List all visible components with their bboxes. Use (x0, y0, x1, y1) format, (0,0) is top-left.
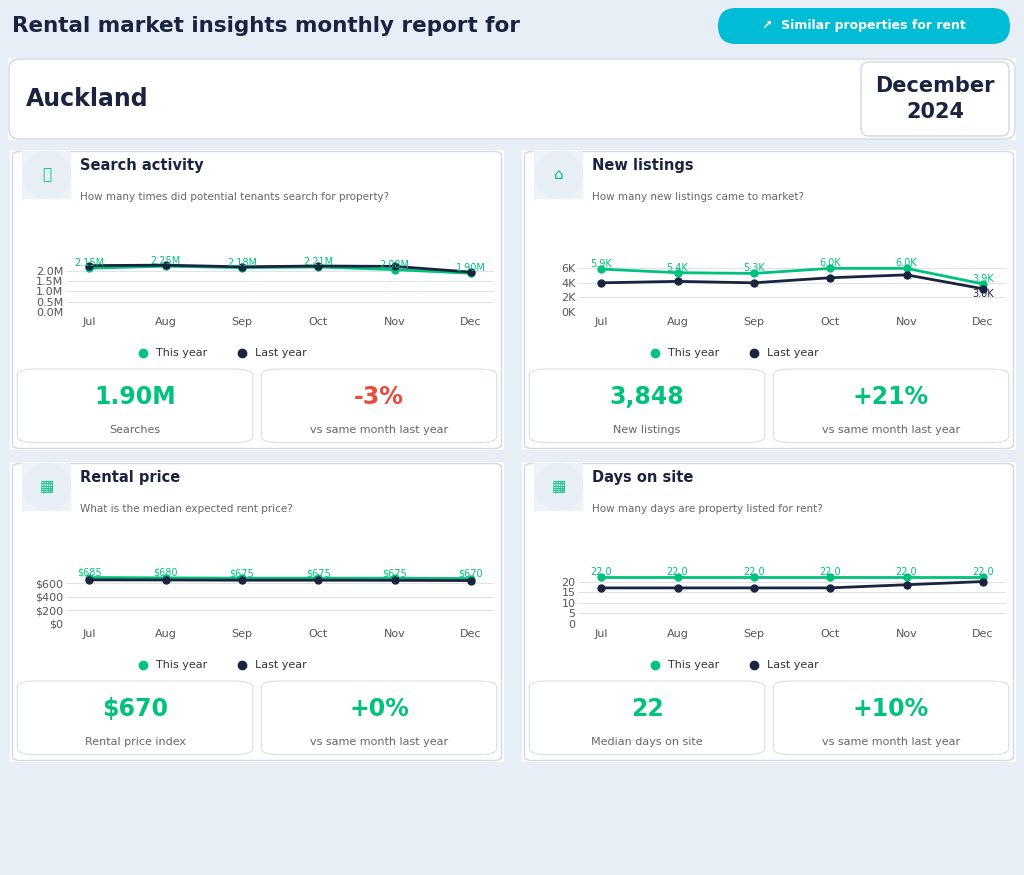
Text: 1.90M: 1.90M (94, 385, 176, 409)
Text: vs same month last year: vs same month last year (310, 737, 449, 746)
Text: Median days on site: Median days on site (591, 737, 702, 746)
FancyBboxPatch shape (529, 681, 765, 754)
Text: +10%: +10% (853, 696, 929, 721)
Text: 3.0K: 3.0K (972, 289, 993, 298)
FancyBboxPatch shape (17, 681, 253, 754)
Text: This year: This year (156, 348, 207, 358)
Text: Search activity: Search activity (80, 158, 203, 173)
Text: 1.90M: 1.90M (456, 263, 485, 273)
FancyBboxPatch shape (17, 369, 253, 443)
FancyBboxPatch shape (524, 464, 1014, 760)
Text: How many days are property listed for rent?: How many days are property listed for re… (592, 503, 822, 514)
Text: Rental market insights monthly report for: Rental market insights monthly report fo… (12, 16, 520, 36)
Text: 22.0: 22.0 (896, 567, 918, 578)
Text: 3,848: 3,848 (609, 385, 684, 409)
FancyBboxPatch shape (12, 151, 502, 449)
Circle shape (536, 464, 583, 510)
Text: $685: $685 (77, 568, 101, 578)
Text: $680: $680 (154, 568, 178, 578)
FancyBboxPatch shape (718, 8, 1010, 44)
FancyBboxPatch shape (12, 464, 502, 760)
Circle shape (24, 151, 71, 198)
Text: Searches: Searches (110, 424, 161, 435)
Text: Last year: Last year (767, 348, 818, 358)
Text: ▦: ▦ (552, 480, 566, 494)
FancyBboxPatch shape (773, 369, 1009, 443)
Text: New listings: New listings (592, 158, 693, 173)
Text: How many times did potential tenants search for property?: How many times did potential tenants sea… (80, 192, 389, 201)
Text: +0%: +0% (349, 696, 409, 721)
Text: 5.9K: 5.9K (591, 259, 612, 270)
Text: 2.15M: 2.15M (74, 258, 104, 269)
Text: 6.0K: 6.0K (896, 258, 918, 269)
Text: +21%: +21% (853, 385, 929, 409)
Text: $670: $670 (459, 569, 483, 578)
Text: ↗  Similar properties for rent: ↗ Similar properties for rent (762, 19, 966, 32)
Text: 5.4K: 5.4K (667, 262, 688, 273)
Text: $675: $675 (306, 568, 331, 578)
FancyBboxPatch shape (9, 59, 1015, 139)
Text: 22: 22 (631, 696, 664, 721)
Text: 2.21M: 2.21M (303, 257, 333, 267)
Text: This year: This year (156, 660, 207, 670)
Text: ▦: ▦ (40, 480, 54, 494)
Text: -3%: -3% (354, 385, 403, 409)
Text: 2.18M: 2.18M (227, 257, 257, 268)
Text: This year: This year (668, 348, 719, 358)
FancyBboxPatch shape (524, 151, 1014, 449)
Text: What is the median expected rent price?: What is the median expected rent price? (80, 503, 293, 514)
Text: Rental price: Rental price (80, 470, 180, 486)
Text: 2.08M: 2.08M (380, 260, 410, 270)
Text: Auckland: Auckland (26, 87, 148, 111)
Text: Rental price index: Rental price index (85, 737, 185, 746)
Text: vs same month last year: vs same month last year (822, 424, 961, 435)
Text: $675: $675 (229, 568, 254, 578)
Text: $670: $670 (102, 696, 168, 721)
Text: This year: This year (668, 660, 719, 670)
Text: 2.25M: 2.25M (151, 256, 180, 266)
Text: ⌕: ⌕ (42, 167, 51, 182)
Text: 22.0: 22.0 (591, 567, 612, 578)
Text: How many new listings came to market?: How many new listings came to market? (592, 192, 804, 201)
Text: $675: $675 (382, 568, 407, 578)
Text: vs same month last year: vs same month last year (822, 737, 961, 746)
Text: Last year: Last year (767, 660, 818, 670)
FancyBboxPatch shape (261, 369, 497, 443)
Text: vs same month last year: vs same month last year (310, 424, 449, 435)
Text: 22.0: 22.0 (743, 567, 765, 578)
Text: ⌂: ⌂ (554, 167, 563, 182)
Circle shape (24, 464, 71, 510)
Text: 3.9K: 3.9K (972, 274, 993, 284)
FancyBboxPatch shape (529, 369, 765, 443)
FancyBboxPatch shape (861, 62, 1009, 136)
Circle shape (536, 151, 583, 198)
Text: December
2024: December 2024 (876, 76, 994, 123)
Text: 6.0K: 6.0K (819, 258, 841, 269)
Text: Last year: Last year (255, 348, 306, 358)
Text: Days on site: Days on site (592, 470, 693, 486)
FancyBboxPatch shape (773, 681, 1009, 754)
Text: 22.0: 22.0 (667, 567, 688, 578)
Text: New listings: New listings (613, 424, 681, 435)
Text: 22.0: 22.0 (819, 567, 841, 578)
Text: 22.0: 22.0 (972, 567, 993, 578)
Text: Last year: Last year (255, 660, 306, 670)
Text: 5.3K: 5.3K (743, 263, 765, 273)
FancyBboxPatch shape (261, 681, 497, 754)
